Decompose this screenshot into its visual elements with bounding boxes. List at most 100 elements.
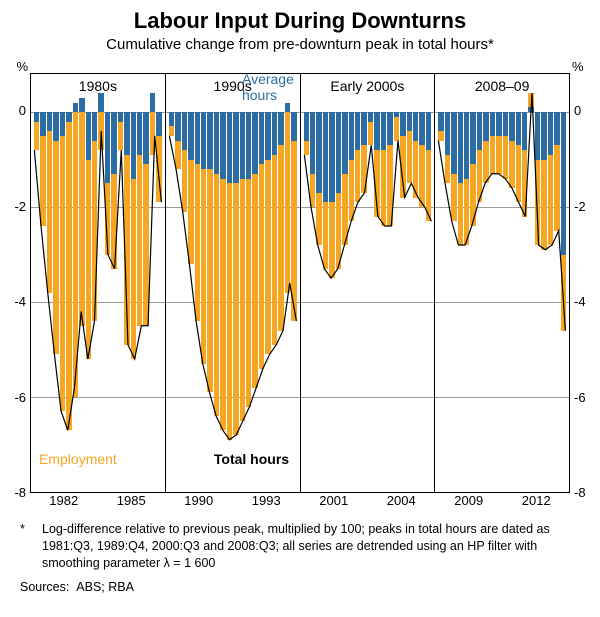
x-tick: 2009 (454, 493, 483, 511)
bar-employment (169, 126, 174, 136)
bar-avg-hours (548, 112, 553, 155)
x-tick: 1990 (184, 493, 213, 511)
bar-employment (548, 155, 553, 245)
bar-avg-hours (220, 112, 225, 179)
bar-employment (438, 131, 443, 141)
bar-avg-hours (535, 112, 540, 160)
bar-employment (516, 145, 521, 202)
bar-avg-hours (361, 112, 366, 145)
bar-avg-hours (291, 112, 296, 141)
bar-avg-hours (53, 112, 58, 141)
bar-employment (47, 131, 52, 293)
footnote-text: Log-difference relative to previous peak… (42, 521, 576, 572)
panel: 1990sAveragehoursTotal hours (166, 74, 301, 492)
bar-avg-hours (131, 112, 136, 179)
y-axis-left: % 0-2-4-6-8 (0, 73, 30, 493)
bar-avg-hours (349, 112, 354, 160)
chart-subtitle: Cumulative change from pre-downturn peak… (0, 36, 600, 53)
bar-employment (400, 136, 405, 198)
bar-employment (137, 155, 142, 326)
y-tick: -4 (574, 294, 586, 309)
bar-employment (105, 183, 110, 254)
bar-employment (522, 150, 527, 217)
bar-avg-hours (111, 112, 116, 174)
bar-employment (496, 136, 501, 174)
bar-avg-hours (528, 107, 533, 112)
bar-avg-hours (47, 112, 52, 131)
bar-avg-hours (214, 112, 219, 174)
bar-avg-hours (150, 93, 155, 112)
bar-employment (470, 164, 475, 226)
bar-avg-hours (79, 98, 84, 112)
panel-title: Early 2000s (330, 78, 404, 94)
bar-avg-hours (336, 112, 341, 193)
bar-employment (561, 255, 566, 331)
bar-avg-hours (233, 112, 238, 183)
bar-employment (483, 141, 488, 184)
bar-employment (79, 112, 84, 326)
bar-avg-hours (118, 112, 123, 122)
bar-employment (361, 145, 366, 193)
bar-avg-hours (285, 103, 290, 113)
bar-employment (201, 169, 206, 364)
bar-employment (291, 141, 296, 322)
bar-avg-hours (195, 112, 200, 164)
bar-avg-hours (40, 112, 45, 136)
bar-avg-hours (304, 112, 309, 141)
bar-employment (214, 174, 219, 416)
x-tick: 1985 (117, 493, 146, 511)
bar-employment (394, 117, 399, 141)
bar-avg-hours (483, 112, 488, 141)
x-tick: 2001 (319, 493, 348, 511)
bar-employment (407, 131, 412, 183)
bar-employment (240, 179, 245, 421)
bar-employment (220, 179, 225, 431)
series-label: Employment (39, 451, 117, 467)
x-axis: 19821985199019932001200420092012 (30, 493, 570, 511)
bar-employment (111, 174, 116, 269)
bar-employment (207, 169, 212, 392)
bar-avg-hours (355, 112, 360, 150)
bar-avg-hours (451, 112, 456, 174)
bar-employment (98, 112, 103, 150)
bar-avg-hours (175, 112, 180, 141)
bar-employment (413, 141, 418, 198)
bar-employment (381, 150, 386, 226)
y-tick: -6 (574, 390, 586, 405)
bar-employment (272, 155, 277, 345)
bar-employment (316, 193, 321, 245)
y-tick: -4 (14, 294, 26, 309)
bar-employment (227, 183, 232, 440)
sources: Sources: ABS; RBA (0, 576, 600, 604)
bar-avg-hours (496, 112, 501, 136)
bar-employment (92, 141, 97, 322)
bar-employment (34, 122, 39, 151)
bar-avg-hours (407, 112, 412, 131)
bar-avg-hours (477, 112, 482, 150)
bar-employment (445, 155, 450, 184)
chart-title: Labour Input During Downturns (0, 8, 600, 34)
bar-employment (53, 141, 58, 355)
bar-avg-hours (470, 112, 475, 164)
bar-employment (233, 183, 238, 435)
bar-employment (490, 136, 495, 174)
bar-employment (175, 141, 180, 170)
x-tick: 1993 (252, 493, 281, 511)
bar-avg-hours (554, 112, 559, 145)
bar-avg-hours (541, 112, 546, 160)
bar-avg-hours (503, 112, 508, 136)
bar-employment (509, 141, 514, 189)
bar-employment (387, 145, 392, 226)
bar-avg-hours (413, 112, 418, 141)
bar-employment (60, 136, 65, 411)
bar-employment (323, 202, 328, 269)
bar-employment (355, 150, 360, 202)
footnote: *Log-difference relative to previous pea… (0, 511, 600, 576)
bar-avg-hours (86, 112, 91, 160)
y-axis-right: % 0-2-4-6-8 (570, 73, 600, 493)
panel: 2008–09 (435, 74, 569, 492)
bar-avg-hours (316, 112, 321, 193)
bar-employment (73, 112, 78, 397)
bar-employment (503, 136, 508, 179)
bar-avg-hours (34, 112, 39, 122)
